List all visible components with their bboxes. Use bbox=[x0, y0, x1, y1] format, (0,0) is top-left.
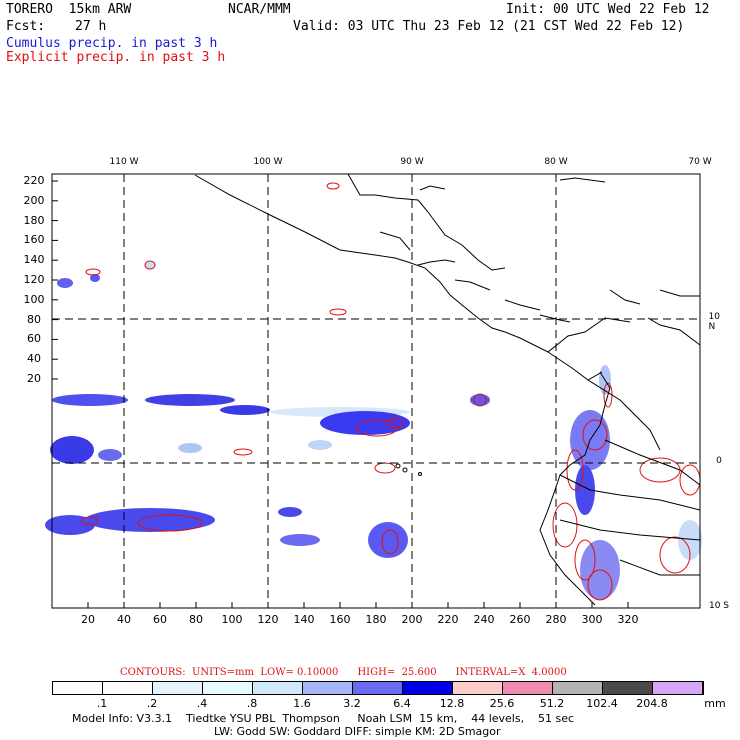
x-tick-label: 160 bbox=[329, 613, 351, 626]
model-info-line1: Model Info: V3.3.1 Tiedtke YSU PBL Thomp… bbox=[72, 712, 575, 725]
x-axis-ticks bbox=[87, 602, 629, 608]
galapagos-islands bbox=[395, 463, 422, 476]
colorbar-segment bbox=[403, 682, 453, 694]
lon-label: 70 W bbox=[688, 157, 712, 167]
y-tick-label: 160 bbox=[23, 233, 45, 247]
x-tick-label: 60 bbox=[153, 613, 167, 626]
x-tick-label: 20 bbox=[81, 613, 95, 626]
colorbar-label: 51.2 bbox=[539, 697, 565, 710]
y-tick-label: 200 bbox=[23, 193, 45, 207]
x-tick-label: 220 bbox=[437, 613, 459, 626]
colorbar-segment bbox=[653, 682, 703, 694]
lon-label: 110 W bbox=[109, 157, 139, 167]
y-tick-label: 80 bbox=[27, 312, 41, 326]
colorbar-label: 12.8 bbox=[439, 697, 465, 710]
lat-label: 10 S bbox=[708, 601, 730, 611]
lon-label: 100 W bbox=[253, 157, 283, 167]
x-tick-label: 280 bbox=[545, 613, 567, 626]
y-tick-label: 120 bbox=[23, 273, 45, 286]
colorbar-segment bbox=[503, 682, 553, 694]
x-tick-label: 260 bbox=[509, 613, 531, 626]
colorbar-segment bbox=[353, 682, 403, 694]
x-tick-label: 240 bbox=[473, 613, 495, 626]
forecast-label: Fcst: bbox=[6, 19, 46, 34]
init-time: Init: 00 UTC Wed 22 Feb 12 bbox=[506, 2, 710, 17]
lat-lon-grid bbox=[52, 174, 700, 608]
explicit-precip-contours bbox=[81, 182, 701, 601]
x-tick-label: 100 bbox=[221, 613, 243, 626]
x-tick-label: 300 bbox=[581, 613, 603, 626]
colorbar-units: mm bbox=[704, 697, 726, 710]
y-tick-label: 220 bbox=[23, 174, 45, 187]
colorbar-label: .4 bbox=[196, 697, 208, 710]
precip-colorbar bbox=[52, 681, 704, 695]
lat-label: 10 N bbox=[708, 312, 720, 332]
colorbar-segment bbox=[253, 682, 303, 694]
cumulus-legend-label: Cumulus precip. in past 3 h bbox=[6, 36, 218, 51]
y-tick-label: 180 bbox=[23, 213, 45, 227]
lon-label: 90 W bbox=[400, 157, 424, 167]
colorbar-segment bbox=[203, 682, 253, 694]
colorbar-segment bbox=[303, 682, 353, 694]
colorbar-label: 3.2 bbox=[343, 697, 361, 710]
organization-label: NCAR/MMM bbox=[228, 2, 291, 17]
colorbar-segment bbox=[53, 682, 103, 694]
x-tick-label: 120 bbox=[257, 613, 279, 626]
colorbar-segment bbox=[603, 682, 653, 694]
lon-label: 80 W bbox=[544, 157, 568, 167]
x-tick-label: 140 bbox=[293, 613, 315, 626]
forecast-hour: 27 h bbox=[75, 19, 107, 34]
coastlines bbox=[194, 173, 701, 606]
colorbar-label: 1.6 bbox=[293, 697, 311, 710]
colorbar-segment bbox=[103, 682, 153, 694]
y-tick-label: 140 bbox=[23, 253, 45, 267]
model-title: TORERO 15km ARW bbox=[6, 2, 132, 17]
model-info-line2: LW: Godd SW: Goddard DIFF: simple KM: 2D… bbox=[214, 725, 501, 738]
x-tick-label: 320 bbox=[617, 613, 639, 626]
colorbar-label: 204.8 bbox=[636, 697, 668, 710]
colorbar-label: 25.6 bbox=[489, 697, 515, 710]
y-tick-label: 60 bbox=[27, 332, 41, 346]
y-tick-label: 40 bbox=[27, 352, 41, 366]
x-tick-label: 180 bbox=[365, 613, 387, 626]
y-tick-label: 100 bbox=[23, 292, 45, 306]
colorbar-segment bbox=[553, 682, 603, 694]
x-tick-label: 40 bbox=[117, 613, 131, 626]
colorbar-segment bbox=[153, 682, 203, 694]
colorbar-label: .8 bbox=[246, 697, 258, 710]
x-tick-label: 200 bbox=[401, 613, 423, 626]
x-tick-label: 80 bbox=[189, 613, 203, 626]
colorbar-label: .2 bbox=[146, 697, 158, 710]
colorbar-label: .1 bbox=[96, 697, 108, 710]
colorbar-segment bbox=[453, 682, 503, 694]
valid-time: Valid: 03 UTC Thu 23 Feb 12 (21 CST Wed … bbox=[293, 19, 685, 34]
contour-info: CONTOURS: UNITS=mm LOW= 0.10000 HIGH= 25… bbox=[120, 667, 567, 678]
lat-label: 0 bbox=[716, 456, 722, 466]
y-axis-ticks bbox=[52, 180, 58, 380]
colorbar-label: 102.4 bbox=[586, 697, 618, 710]
colorbar-label: 6.4 bbox=[393, 697, 411, 710]
cumulus-precip-areas bbox=[45, 261, 702, 600]
y-tick-label: 20 bbox=[27, 372, 41, 385]
explicit-legend-label: Explicit precip. in past 3 h bbox=[6, 50, 226, 65]
